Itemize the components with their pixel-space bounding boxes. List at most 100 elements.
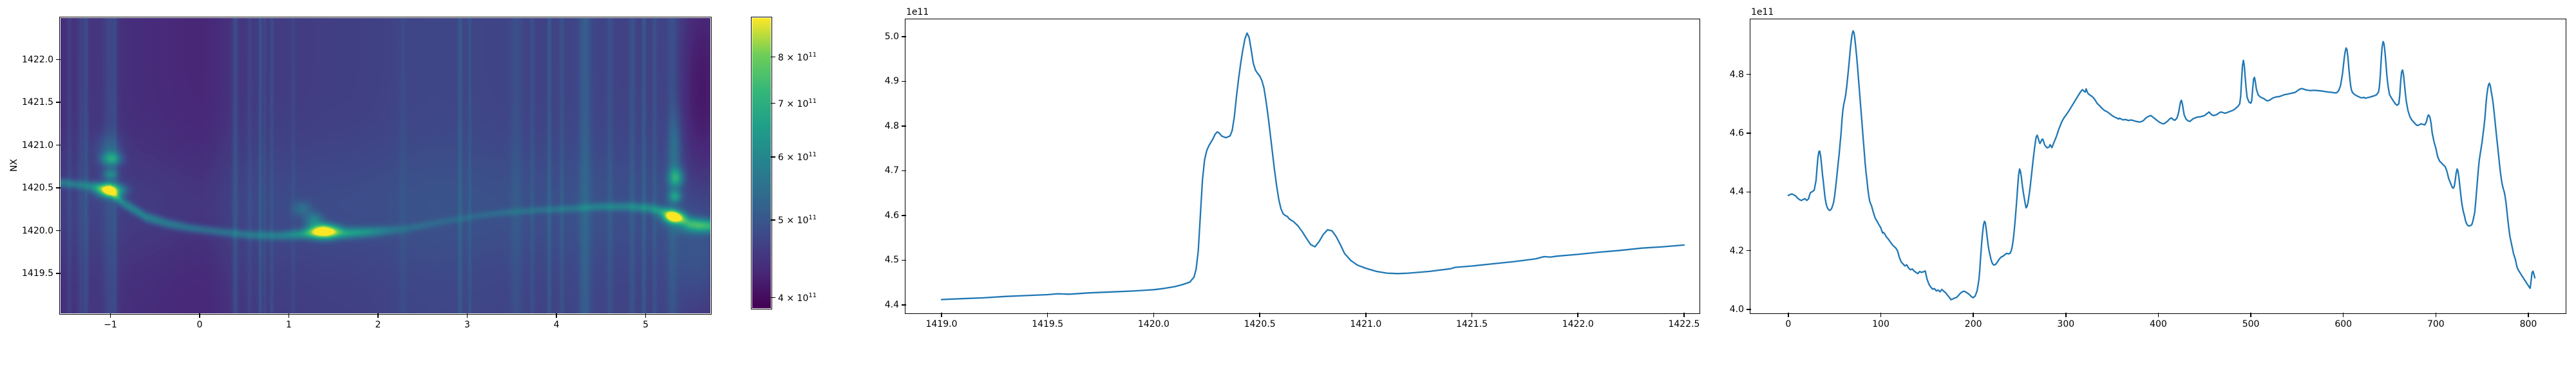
x-tick-mark: [2065, 313, 2067, 317]
y-tick-mark: [902, 304, 906, 306]
y-tick-label: 4.6: [884, 210, 899, 221]
y-tick-mark: [902, 259, 906, 261]
x-tick-label: 100: [1872, 319, 1889, 329]
heatmap-x-tick-label: 4: [553, 320, 560, 330]
full-spectrum-line: [1787, 30, 2536, 301]
heatmap-image: [61, 18, 710, 313]
x-tick-label: 400: [2150, 319, 2167, 329]
heatmap-y-tick-label: 1421.5: [22, 97, 53, 107]
zoom-spectrum-axes-box: [905, 19, 1700, 314]
y-tick-mark: [1747, 191, 1751, 193]
colorbar-tick-mark: [771, 56, 775, 58]
heatmap-x-tick-mark: [645, 313, 647, 318]
heatmap-y-tick-label: 1422.0: [22, 54, 53, 65]
heatmap-y-tick-mark: [56, 102, 61, 103]
y-tick-mark: [1747, 73, 1751, 75]
x-tick-mark: [1471, 313, 1473, 317]
colorbar-tick-label: 5 × 1011: [778, 214, 817, 226]
x-tick-mark: [1788, 313, 1789, 317]
x-tick-label: 1421.5: [1456, 319, 1488, 329]
zoom-spectrum-line: [940, 32, 1685, 300]
y-tick-mark: [902, 170, 906, 172]
y-tick-label: 4.8: [884, 120, 899, 131]
x-tick-mark: [2528, 313, 2529, 317]
heatmap-y-tick-label: 1421.0: [22, 140, 53, 151]
x-tick-mark: [2435, 313, 2437, 317]
y-tick-label: 4.9: [884, 76, 899, 87]
y-tick-mark: [902, 215, 906, 216]
colorbar-gradient: [752, 18, 771, 308]
x-tick-label: 1420.0: [1137, 319, 1170, 329]
y-tick-label: 4.4: [884, 299, 899, 310]
y-tick-label: 4.6: [1729, 128, 1744, 139]
x-tick-mark: [941, 313, 942, 317]
y-tick-mark: [902, 125, 906, 127]
colorbar-tick-label: 7 × 1011: [778, 97, 817, 109]
y-tick-label: 4.8: [1729, 69, 1744, 80]
heatmap-y-tick-label: 1420.0: [22, 225, 53, 236]
x-tick-mark: [1683, 313, 1685, 317]
heatmap-y-tick-mark: [56, 144, 61, 146]
y-tick-label: 4.0: [1729, 304, 1744, 315]
colorbar-tick-mark: [771, 102, 775, 104]
heatmap-x-tick-mark: [288, 313, 290, 318]
y-tick-mark: [902, 80, 906, 82]
heatmap-x-tick-mark: [377, 313, 379, 318]
heatmap-x-tick-label: 3: [464, 320, 470, 330]
x-tick-mark: [1973, 313, 1974, 317]
x-tick-mark: [2157, 313, 2159, 317]
heatmap-y-tick-label: 1420.5: [22, 183, 53, 193]
x-tick-label: 600: [2334, 319, 2353, 329]
colorbar-tick-label: 6 × 1011: [778, 151, 817, 163]
zoom-spectrum-plot: [940, 32, 1685, 300]
y-tick-label: 4.7: [884, 165, 899, 176]
y-tick-mark: [1747, 309, 1751, 310]
x-tick-label: 700: [2427, 319, 2445, 329]
x-tick-label: 500: [2242, 319, 2260, 329]
x-tick-mark: [1153, 313, 1155, 317]
heatmap-y-tick-mark: [56, 187, 61, 188]
heatmap-x-tick-label: 0: [196, 320, 203, 330]
colorbar-outline: [751, 17, 772, 309]
y-tick-mark: [1747, 250, 1751, 252]
zoom-spectrum-offset-label: 1e11: [906, 7, 929, 17]
x-tick-label: 1421.0: [1350, 319, 1382, 329]
colorbar-tick-label: 8 × 1011: [778, 51, 817, 63]
x-tick-mark: [1577, 313, 1578, 317]
heatmap-x-tick-mark: [556, 313, 557, 318]
x-tick-label: 200: [1964, 319, 1982, 329]
x-tick-label: 1422.5: [1668, 319, 1700, 329]
heatmap-x-tick-mark: [109, 313, 111, 318]
x-tick-mark: [1880, 313, 1882, 317]
x-tick-label: 1420.5: [1244, 319, 1276, 329]
y-tick-label: 5.0: [884, 31, 899, 42]
x-tick-label: 800: [2519, 319, 2537, 329]
colorbar-tick-mark: [771, 219, 775, 221]
y-tick-mark: [1747, 133, 1751, 134]
full-spectrum-offset-label: 1e11: [1751, 7, 1774, 17]
heatmap-y-tick-mark: [56, 230, 61, 232]
x-tick-label: 0: [1785, 319, 1792, 329]
x-tick-label: 1422.0: [1562, 319, 1594, 329]
heatmap-y-tick-label: 1419.5: [22, 268, 53, 279]
heatmap-x-tick-label: −1: [104, 320, 117, 330]
heatmap-x-tick-mark: [199, 313, 200, 318]
heatmap-y-tick-mark: [56, 59, 61, 60]
x-tick-label: 300: [2057, 319, 2075, 329]
colorbar-tick-mark: [771, 156, 775, 158]
heatmap-x-tick-mark: [466, 313, 468, 318]
colorbar-tick-mark: [771, 297, 775, 299]
x-tick-mark: [1365, 313, 1367, 317]
heatmap-y-axis-title: NX: [9, 158, 19, 172]
heatmap-x-tick-label: 5: [643, 320, 649, 330]
y-tick-mark: [902, 36, 906, 37]
full-spectrum-plot: [1787, 30, 2536, 301]
heatmap-x-tick-label: 1: [286, 320, 292, 330]
heatmap-axes-box: [59, 17, 712, 315]
y-tick-label: 4.4: [1729, 187, 1744, 198]
colorbar-tick-label: 4 × 1011: [778, 291, 817, 304]
heatmap-y-tick-mark: [56, 273, 61, 274]
y-tick-label: 4.5: [884, 255, 899, 266]
x-tick-label: 1419.5: [1032, 319, 1064, 329]
